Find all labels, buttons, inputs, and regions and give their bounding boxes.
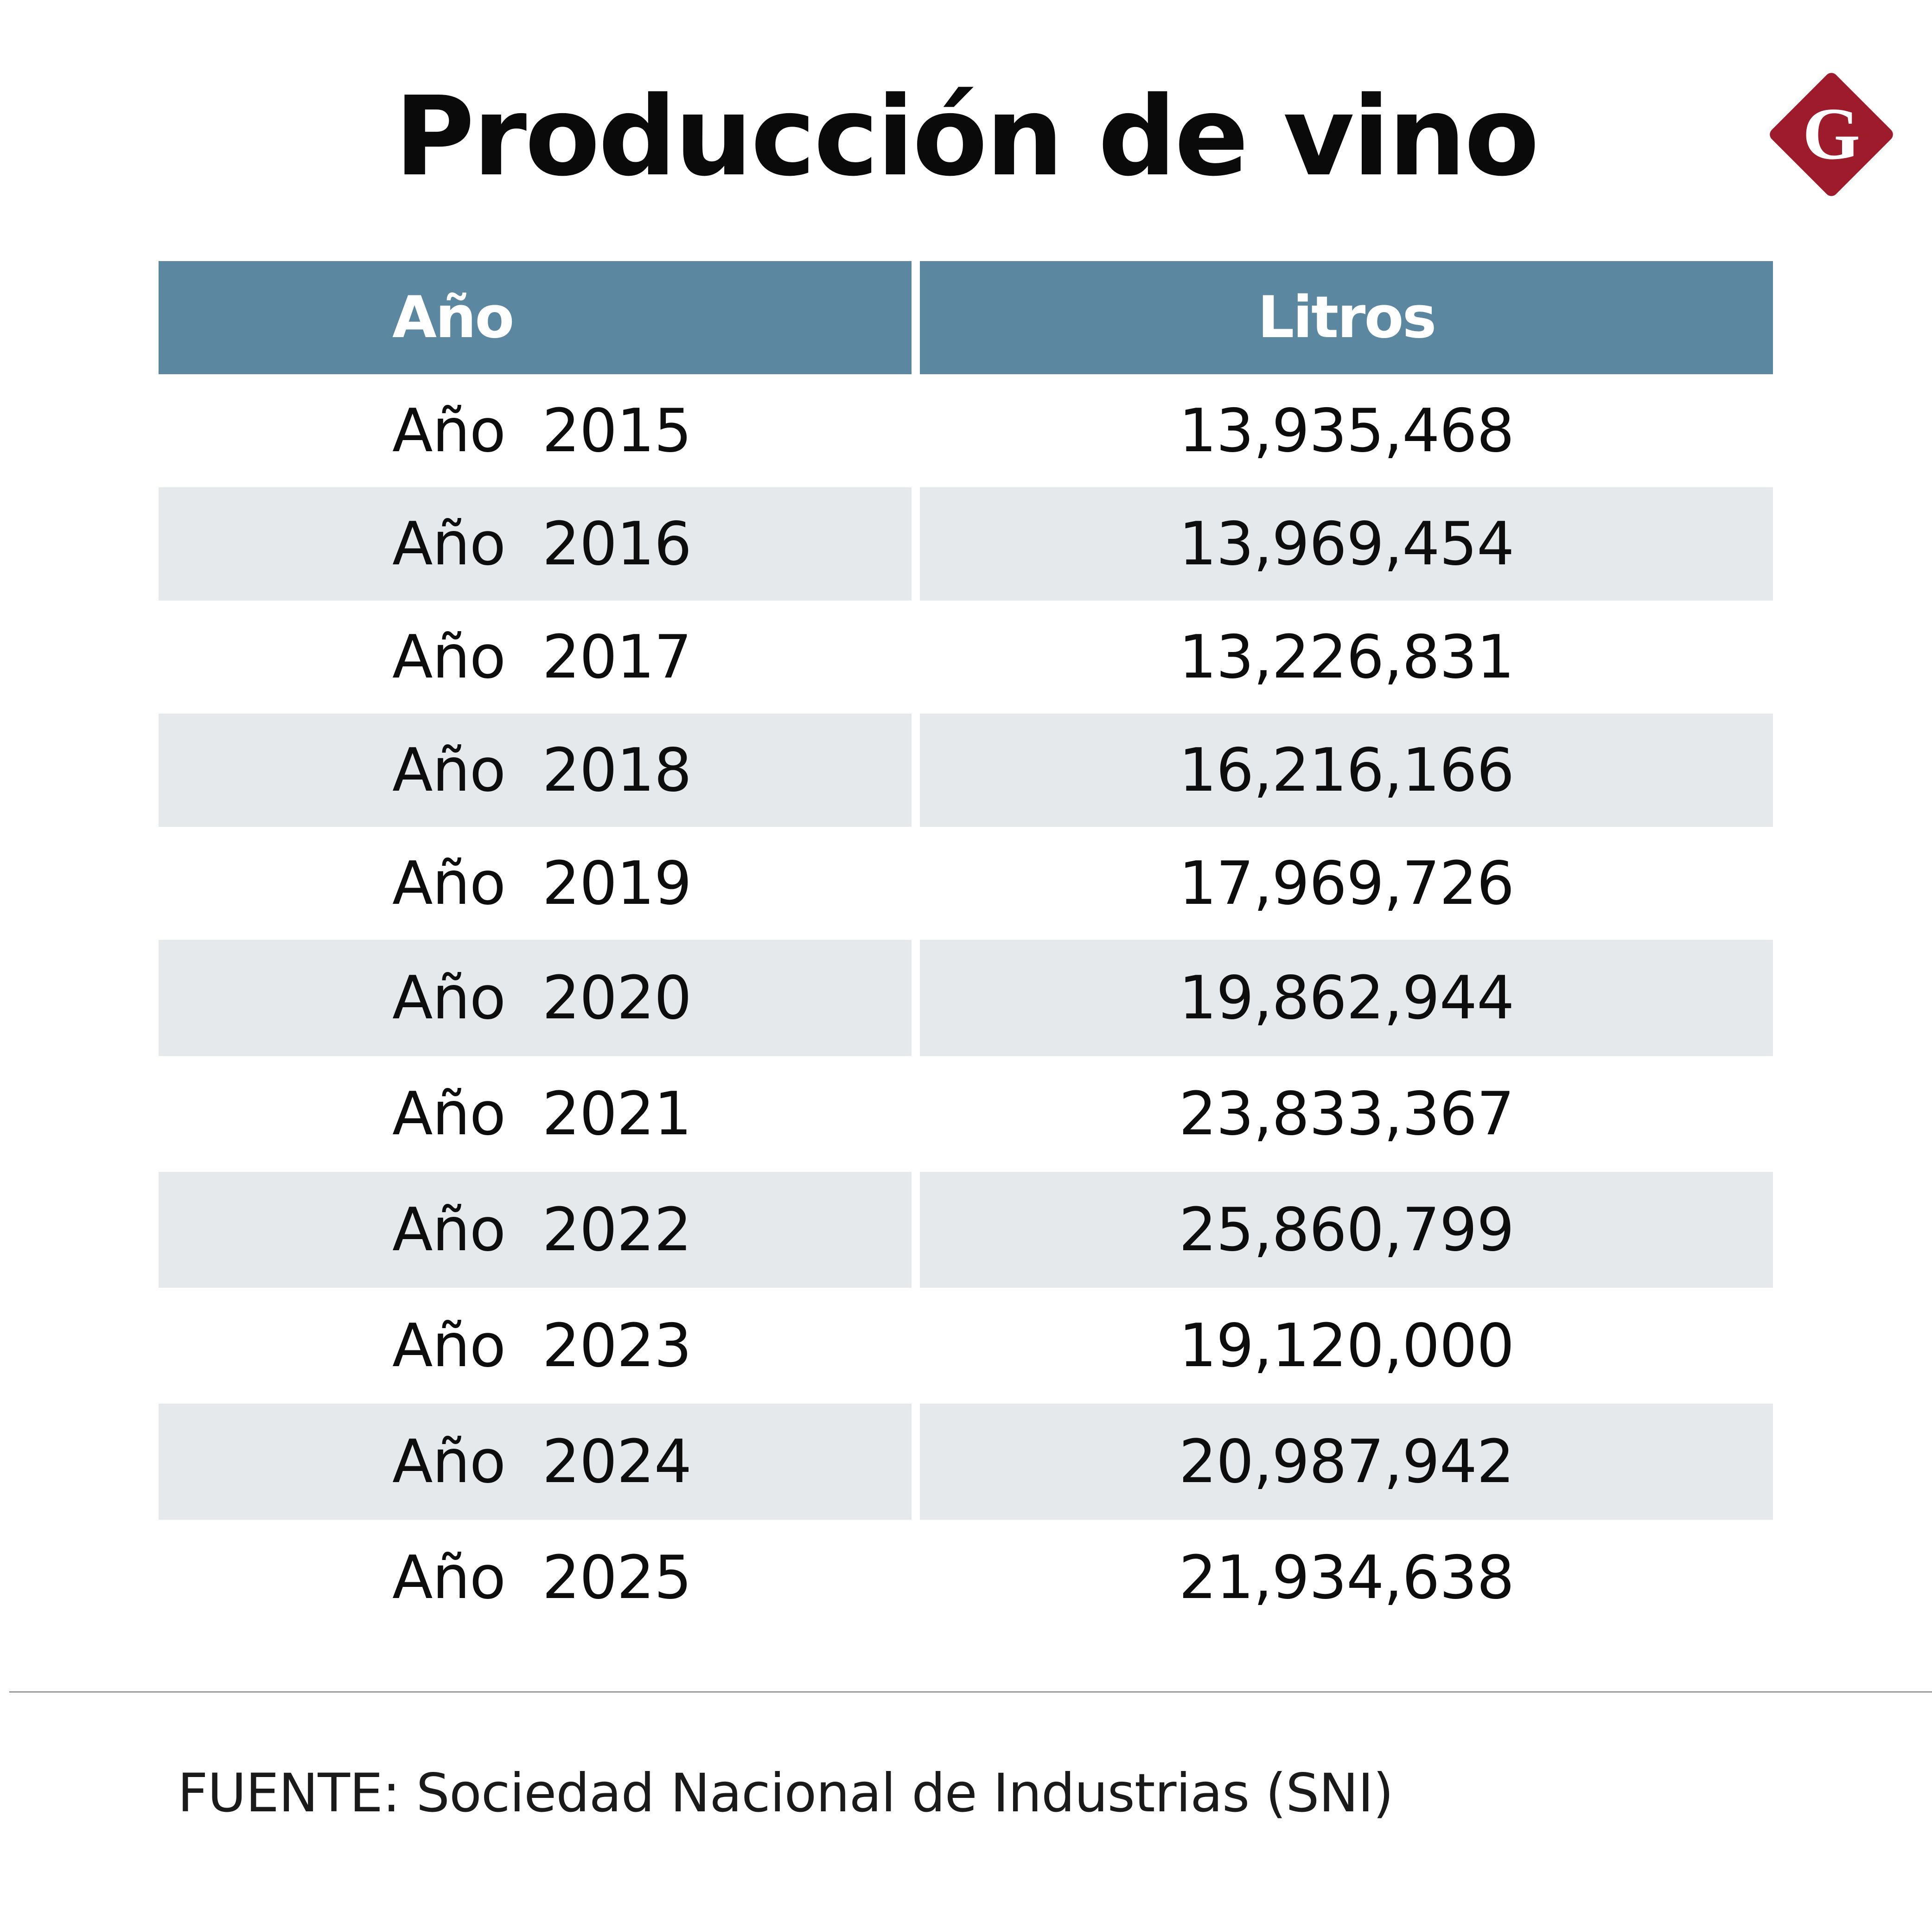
- table-body: Año 2015 13,935,468 Año 2016 13,969,454 Año …: [159, 374, 1773, 1636]
- brand-logo: G: [1757, 60, 1906, 209]
- cell-litros: 20,987,942: [920, 1404, 1773, 1520]
- table-row: Año 2019 17,969,726: [159, 827, 1773, 940]
- table-row: Año 2021 23,833,367: [159, 1056, 1773, 1172]
- cell-litros: 21,934,638: [1179, 1543, 1515, 1612]
- cell-year: Año 2017: [392, 622, 692, 692]
- cell-year: Año 2023: [392, 1311, 692, 1381]
- table-row: Año 2020 19,862,944: [159, 940, 1773, 1056]
- logo-letter: G: [1803, 92, 1860, 175]
- table-row: Año 2023 19,120,000: [159, 1288, 1773, 1404]
- cell-year: Año 2016: [159, 487, 912, 601]
- cell-year: Año 2025: [392, 1543, 692, 1612]
- chart-title: Producción de vino: [394, 73, 1539, 200]
- table-header-row: Año Litros: [159, 261, 1773, 374]
- table-row: Año 2015 13,935,468: [159, 374, 1773, 487]
- table-row: Año 2025 21,934,638: [159, 1520, 1773, 1636]
- cell-year: Año 2015: [392, 396, 692, 466]
- cell-year: Año 2021: [392, 1079, 692, 1149]
- table-row: Año 2022 25,860,799: [159, 1172, 1773, 1288]
- table-row: Año 2016 13,969,454: [159, 487, 1773, 601]
- cell-litros: 13,969,454: [920, 487, 1773, 601]
- divider: [9, 1691, 1932, 1693]
- cell-litros: 13,226,831: [1179, 622, 1515, 692]
- column-header-year: Año: [159, 261, 912, 374]
- source-note: FUENTE: Sociedad Nacional de Industrias …: [178, 1762, 1394, 1824]
- cell-litros: 16,216,166: [920, 714, 1773, 827]
- cell-year: Año 2024: [159, 1404, 912, 1520]
- table-row: Año 2024 20,987,942: [159, 1404, 1773, 1520]
- cell-year: Año 2020: [159, 940, 912, 1056]
- cell-year: Año 2018: [159, 714, 912, 827]
- cell-litros: 19,862,944: [920, 940, 1773, 1056]
- cell-litros: 17,969,726: [1179, 849, 1515, 918]
- column-header-litros: Litros: [920, 261, 1773, 374]
- table-row: Año 2017 13,226,831: [159, 601, 1773, 714]
- cell-litros: 25,860,799: [920, 1172, 1773, 1288]
- cell-litros: 23,833,367: [1179, 1079, 1515, 1149]
- cell-year: Año 2019: [392, 849, 692, 918]
- cell-year: Año 2022: [159, 1172, 912, 1288]
- wine-production-table: Año Litros Año 2015 13,935,468 Año 2016 13,…: [159, 261, 1773, 1636]
- table-row: Año 2018 16,216,166: [159, 714, 1773, 827]
- cell-litros: 13,935,468: [1179, 396, 1515, 466]
- cell-litros: 19,120,000: [1179, 1311, 1515, 1381]
